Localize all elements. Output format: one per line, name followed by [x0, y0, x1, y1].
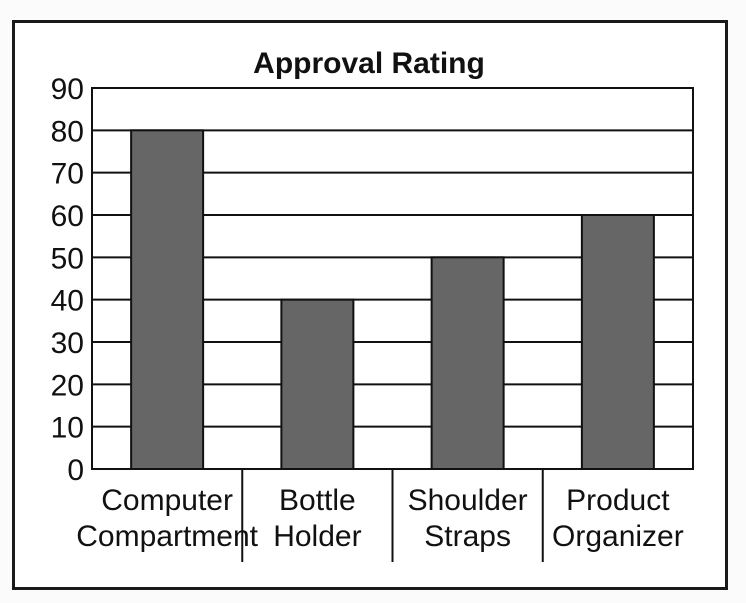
x-category-label: Computer Compartment [76, 484, 258, 553]
x-category-label: Shoulder Straps [408, 484, 528, 553]
x-category-label: Bottle Holder [273, 484, 361, 553]
bar [280, 298, 355, 470]
y-tick-label: 0 [67, 454, 84, 487]
chart-title: Approval Rating [253, 47, 485, 80]
y-tick-label: 40 [51, 285, 84, 318]
bars [130, 129, 655, 471]
y-tick-label: 50 [51, 242, 84, 275]
y-tick-label: 90 [51, 73, 84, 106]
y-tick-labels: 0 10 20 30 40 50 60 70 80 90 [51, 73, 84, 487]
bar [130, 129, 205, 470]
y-tick-label: 70 [51, 158, 84, 191]
y-tick-label: 80 [51, 115, 84, 148]
bar [430, 256, 505, 471]
x-category-label: Product Organizer [552, 484, 684, 553]
y-tick-label: 30 [51, 327, 84, 360]
axes [91, 87, 694, 562]
y-tick-label: 20 [51, 369, 84, 402]
y-tick-label: 10 [51, 412, 84, 445]
bar [580, 214, 655, 470]
y-tick-label: 60 [51, 200, 84, 233]
